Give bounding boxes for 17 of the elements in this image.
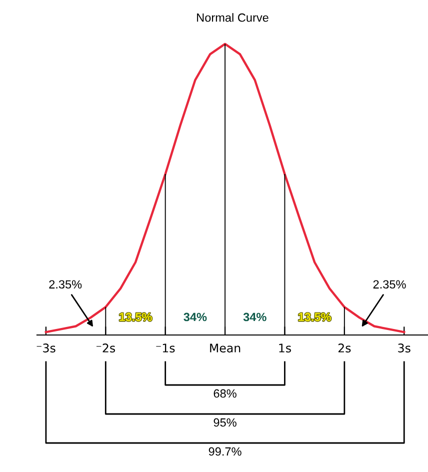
- x-tick-label: Mean: [210, 344, 240, 352]
- x-tick-label: ⁻1s: [156, 344, 175, 352]
- x-tick-label: ⁻2s: [96, 344, 116, 352]
- annotation: 13.5%: [298, 312, 332, 322]
- text: 99.7%: [208, 447, 242, 456]
- x-tick-label: 2s: [338, 344, 351, 352]
- annotation: 34%: [184, 312, 207, 322]
- x-tick-label: 3s: [398, 344, 410, 352]
- x-tick-label: ⁻3s: [36, 344, 56, 352]
- annotation: 34%: [243, 312, 266, 322]
- annotation: 2.35%: [373, 280, 406, 289]
- text: 95%: [214, 418, 236, 427]
- annotation: 13.5%: [120, 312, 152, 322]
- x-tick-label: 1s: [279, 344, 291, 352]
- text: 68%: [214, 389, 236, 398]
- annotation: 2.35%: [49, 280, 82, 289]
- chart-title: Normal Curve: [197, 13, 268, 22]
